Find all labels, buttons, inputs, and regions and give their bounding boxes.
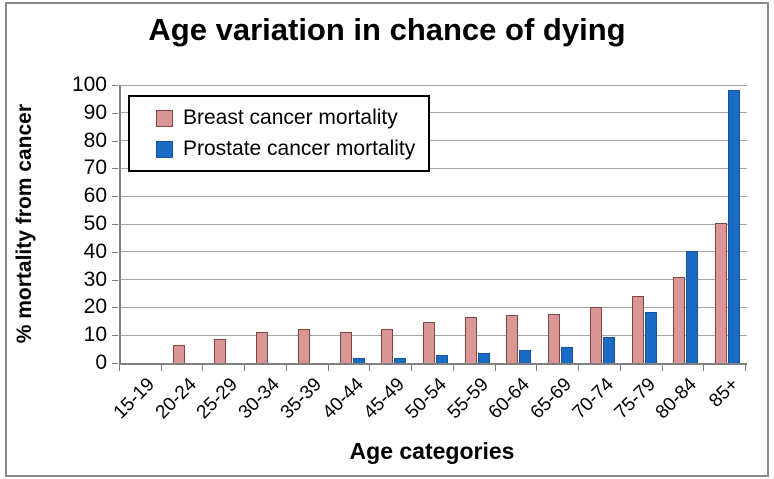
- breast-series-swatch-icon: [156, 109, 173, 127]
- x-tick-mark: [327, 365, 329, 371]
- x-tick-mark: [119, 365, 120, 371]
- bar-breast-35-39: [297, 329, 310, 363]
- bar-prostate-40-44: [352, 357, 365, 363]
- bar-breast-85+: [715, 223, 728, 363]
- x-tick-mark: [703, 365, 705, 371]
- gridline-y-30: [121, 279, 747, 281]
- x-tick-mark: [661, 365, 663, 371]
- gridline-y-50: [121, 223, 747, 225]
- y-axis-title: % mortality from cancer: [13, 104, 36, 344]
- x-tick-mark: [160, 365, 162, 371]
- y-tick-label-80: 80: [83, 128, 107, 152]
- y-tick-label-100: 100: [71, 73, 107, 96]
- y-tick-mark: [112, 224, 118, 225]
- y-tick-mark: [112, 251, 118, 253]
- x-tick-mark: [619, 365, 621, 371]
- y-tick-mark: [112, 112, 118, 114]
- legend: Breast cancer mortality Prostate cancer …: [128, 95, 430, 172]
- bar-prostate-65-69: [561, 346, 574, 363]
- bar-breast-40-44: [339, 331, 352, 363]
- x-tick-mark: [494, 365, 496, 371]
- y-tick-mark: [112, 335, 118, 337]
- gridline-y-100: [121, 84, 747, 86]
- y-tick-label-60: 60: [83, 184, 107, 208]
- y-tick-mark: [112, 140, 118, 142]
- bar-prostate-70-74: [602, 336, 615, 363]
- x-tick-mark: [578, 365, 580, 371]
- y-tick-label-90: 90: [83, 100, 107, 124]
- legend-item-prostate: Prostate cancer mortality: [156, 138, 428, 160]
- x-tick-mark: [536, 365, 538, 371]
- x-tick-mark: [285, 365, 287, 371]
- bar-prostate-60-64: [519, 350, 532, 363]
- figure-frame: [5, 2, 769, 477]
- x-tick-mark: [411, 365, 413, 371]
- prostate-series-swatch-icon: [156, 140, 173, 158]
- x-axis-title: Age categories: [349, 438, 515, 464]
- bar-prostate-85+: [728, 89, 741, 363]
- bar-breast-25-29: [214, 339, 227, 363]
- bar-breast-30-34: [256, 331, 269, 363]
- y-axis-title-wrap: % mortality from cancer: [8, 85, 42, 363]
- y-tick-label-40: 40: [83, 239, 107, 263]
- y-tick-mark: [112, 196, 118, 198]
- y-tick-label-30: 30: [83, 267, 107, 291]
- bar-breast-55-59: [464, 316, 477, 363]
- legend-label-breast: Breast cancer mortality: [183, 106, 398, 129]
- bar-prostate-45-49: [394, 357, 407, 363]
- y-tick-label-50: 50: [83, 212, 107, 235]
- y-tick-mark: [112, 307, 118, 309]
- bar-breast-45-49: [381, 329, 394, 363]
- y-tick-label-20: 20: [83, 295, 107, 319]
- bar-breast-70-74: [589, 307, 602, 363]
- legend-label-prostate: Prostate cancer mortality: [183, 137, 416, 160]
- gridline-y-20: [121, 306, 747, 308]
- bar-breast-60-64: [506, 315, 519, 363]
- plot-area: [119, 84, 747, 365]
- y-tick-label-10: 10: [83, 323, 107, 347]
- bar-prostate-75-79: [644, 312, 657, 363]
- x-tick-mark: [369, 365, 371, 371]
- y-tick-label-0: 0: [95, 351, 107, 374]
- chart-title: Age variation in chance of dying: [148, 12, 626, 47]
- legend-item-breast: Breast cancer mortality: [156, 107, 428, 129]
- y-tick-mark: [112, 168, 118, 170]
- gridline-y-70: [121, 167, 747, 169]
- bar-breast-75-79: [631, 296, 644, 363]
- x-tick-mark: [244, 365, 246, 371]
- bar-breast-65-69: [548, 314, 561, 363]
- y-tick-label-70: 70: [83, 156, 107, 180]
- x-tick-mark: [745, 365, 746, 371]
- x-tick-mark: [452, 365, 454, 371]
- gridline-y-80: [121, 140, 747, 142]
- bar-breast-80-84: [673, 276, 686, 363]
- y-tick-mark: [112, 363, 118, 364]
- gridline-y-90: [121, 112, 747, 114]
- bar-prostate-50-54: [436, 354, 448, 363]
- bar-breast-50-54: [423, 322, 435, 363]
- y-tick-mark: [112, 85, 118, 86]
- x-tick-mark: [202, 365, 204, 371]
- gridline-y-60: [121, 195, 747, 197]
- bar-prostate-55-59: [477, 352, 490, 363]
- bar-prostate-80-84: [686, 250, 699, 363]
- bar-breast-20-24: [172, 345, 185, 363]
- y-tick-mark: [112, 279, 118, 281]
- gridline-y-40: [121, 251, 747, 253]
